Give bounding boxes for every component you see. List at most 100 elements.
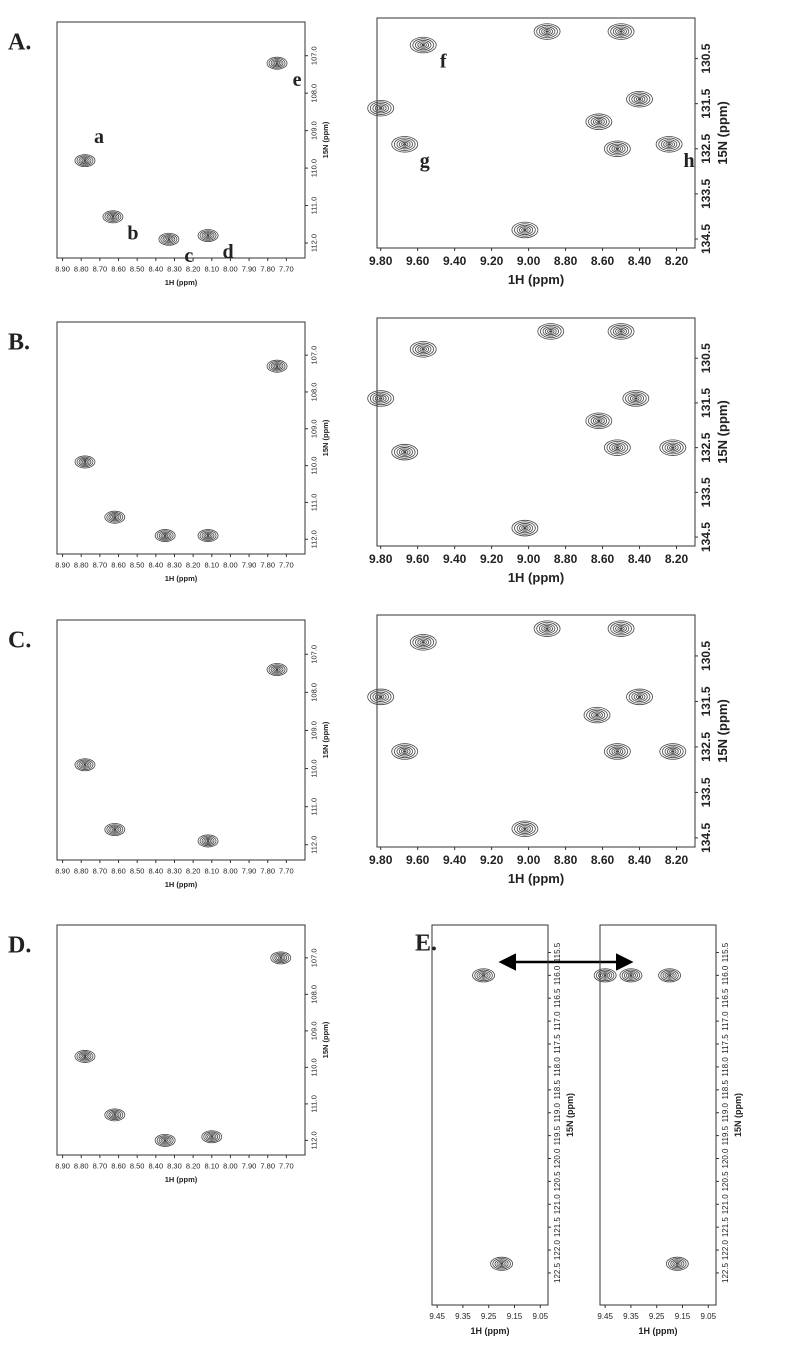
contour-ring [617,626,625,631]
peak [537,323,565,340]
contour-ring [617,29,625,34]
x-axis-label: 1H (ppm) [165,574,198,583]
contour-ring [158,232,180,246]
contour-ring [539,324,562,339]
contour-ring [113,1113,117,1116]
contour-ring [201,836,215,845]
contour-ring [158,531,172,540]
contour-ring [113,516,117,519]
y-tick-label: 117.5 [553,1034,562,1054]
contour-ring [156,1135,174,1146]
contour-ring [472,968,495,983]
x-tick-label: 7.70 [279,867,294,876]
contour-ring [588,115,610,129]
contour-ring [606,441,629,455]
y-tick-label: 134.5 [699,823,713,853]
x-tick-label: 8.20 [665,254,689,268]
contour-ring [612,623,630,634]
peak [607,23,635,40]
contour-ring [629,974,633,977]
peak [201,1130,223,1144]
contour-ring [658,968,681,983]
contour-ring [275,62,279,65]
contour-ring [162,1138,169,1143]
contour-ring [82,460,88,464]
x-tick-label: 9.25 [481,1312,497,1321]
contour-ring [619,30,623,33]
contour-ring [208,1134,215,1139]
y-tick-label: 133.5 [699,777,713,807]
contour-ring [110,826,120,833]
y-tick-label: 109.0 [310,721,319,740]
contour-ring [270,665,284,674]
contour-ring [162,533,169,538]
y-tick-label: 119.0 [553,1102,562,1122]
contour-ring [659,743,687,760]
peak [585,412,613,430]
contour-ring [111,1112,118,1117]
contour-ring [268,58,286,69]
contour-ring [158,1136,172,1145]
contour-ring [80,1053,90,1060]
peak [104,1108,126,1122]
contour-ring [538,623,556,634]
x-tick-label: 8.90 [55,867,70,876]
contour-ring [275,365,279,368]
contour-ring [111,215,115,218]
y-tick-label: 118.5 [553,1080,562,1100]
contour-ring [108,513,122,522]
contour-ring [369,101,392,115]
plot-frame [56,924,306,1156]
contour-ring [199,230,217,241]
contour-ring [421,348,425,351]
x-tick-label: 9.20 [480,853,504,867]
contour-ring [205,533,211,538]
y-tick-label: 109.0 [310,121,319,140]
contour-ring [494,1259,509,1269]
contour-ring [603,140,631,157]
x-axis-label: 1H (ppm) [508,871,564,886]
contour-ring [665,141,673,147]
y-tick-label: 116.5 [721,988,730,1008]
contour-ring [476,971,491,980]
contour-ring [658,137,680,151]
contour-ring [80,761,90,768]
contour-ring [492,1258,511,1270]
contour-ring [398,140,411,148]
contour-ring [621,969,641,982]
contour-ring [378,397,383,400]
x-tick-label: 8.90 [55,561,70,570]
y-tick-label: 134.5 [699,224,713,254]
contour-ring [545,627,549,630]
contour-ring [609,143,626,154]
x-tick-label: 9.60 [406,552,430,566]
peak [391,136,419,153]
y-axis-label: 15N (ppm) [321,721,330,758]
y-tick-label: 120.0 [553,1148,562,1169]
plot-frame [376,317,696,547]
x-tick-label: 8.70 [93,561,108,570]
contour-ring [108,1110,122,1119]
peak [622,390,650,407]
peak [665,1256,689,1271]
contour-ring [76,1051,94,1062]
x-tick-label: 9.35 [455,1312,471,1321]
peak [626,90,653,108]
peak [607,620,635,637]
contour-ring [378,695,383,699]
peak [391,743,419,760]
y-tick-label: 111.0 [310,1095,319,1113]
contour-ring [521,227,529,233]
x-tick-label: 8.00 [223,1162,238,1171]
contour-ring [496,1260,507,1267]
contour-ring [83,159,87,162]
contour-ring [377,396,385,401]
y-tick-label: 115.5 [721,942,730,962]
contour-ring [612,26,630,37]
contour-ring [396,139,413,150]
y-tick-label: 110.0 [310,759,319,777]
y-tick-label: 131.5 [699,388,713,418]
peak-label: g [420,150,430,172]
x-tick-label: 8.60 [111,265,126,274]
contour-ring [623,971,638,980]
